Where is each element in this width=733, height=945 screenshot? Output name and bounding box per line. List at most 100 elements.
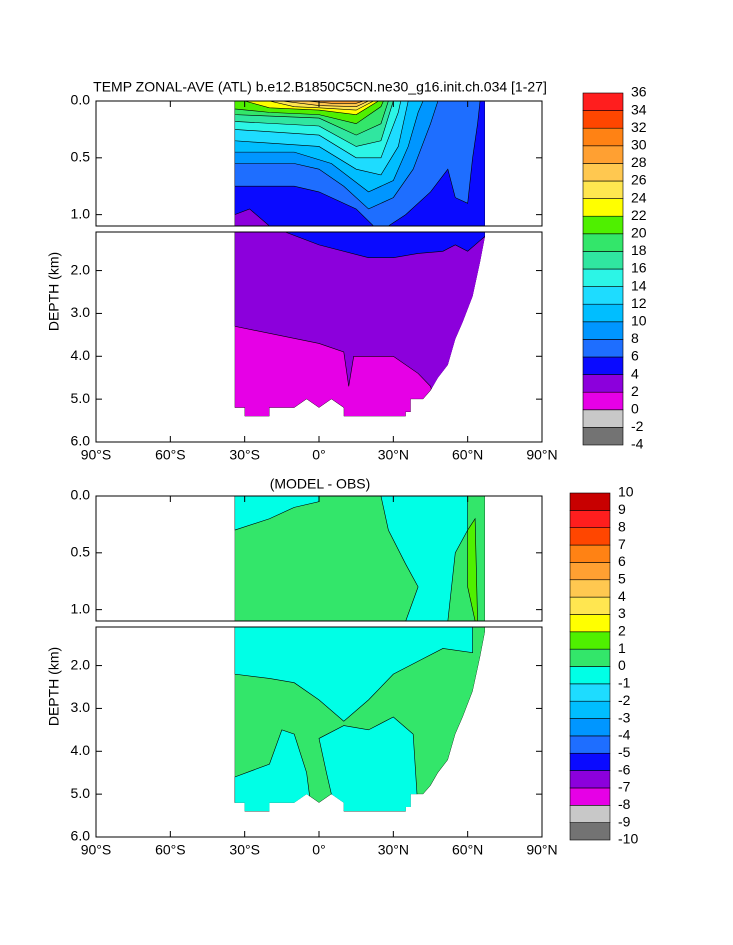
- colorbar-label: -2: [631, 418, 644, 434]
- colorbar-label: 2: [618, 623, 626, 639]
- panel: (MODEL - OBS) DEPTH (km) 0.0 0.5 1.0 2.0 3.0 4.…: [46, 476, 639, 858]
- colorbar-label: -2: [618, 692, 631, 708]
- panel-title: TEMP ZONAL-AVE (ATL) b.e12.B1850C5CN.ne3…: [93, 79, 547, 95]
- colorbar-label: 24: [631, 189, 647, 205]
- colorbar-swatch: [569, 492, 611, 511]
- colorbar-swatch: [569, 735, 611, 754]
- colorbar-label: -7: [618, 779, 631, 795]
- colorbar-label: 3: [618, 605, 626, 621]
- colorbar-swatch: [582, 110, 624, 129]
- colorbar-label: 20: [631, 225, 647, 241]
- colorbar-label: 36: [631, 84, 647, 100]
- colorbar-label: 18: [631, 242, 647, 258]
- y-tick-label: 5.0: [71, 390, 91, 406]
- colorbar-label: -1: [618, 675, 631, 691]
- colorbar-label: 8: [618, 518, 626, 534]
- colorbar-label: 10: [631, 313, 647, 329]
- colorbar-swatch: [569, 666, 611, 685]
- x-tick-label: 30°S: [229, 447, 260, 463]
- y-tick-label: 3.0: [71, 304, 91, 320]
- colorbar-swatch: [582, 198, 624, 217]
- panel-title: (MODEL - OBS): [270, 476, 371, 492]
- colorbar-label: -10: [618, 831, 638, 847]
- colorbar-swatch: [582, 321, 624, 340]
- colorbar-label: 2: [631, 383, 639, 399]
- colorbar-label: 10: [618, 484, 634, 500]
- colorbar-label: 16: [631, 260, 647, 276]
- panel: TEMP ZONAL-AVE (ATL) b.e12.B1850C5CN.ne3…: [46, 79, 647, 463]
- colorbar-swatch: [582, 409, 624, 428]
- y-tick-label: 1.0: [71, 205, 91, 221]
- colorbar-swatch: [582, 233, 624, 252]
- y-axis-label: DEPTH (km): [46, 252, 62, 331]
- colorbar-label: -4: [618, 727, 631, 743]
- colorbar-swatch: [582, 145, 624, 164]
- y-tick-label: 5.0: [71, 785, 91, 801]
- colorbar-swatch: [569, 596, 611, 615]
- colorbar-label: 0: [631, 401, 639, 417]
- colorbar-swatch: [582, 251, 624, 270]
- y-tick-label: 2.0: [71, 656, 91, 672]
- y-tick-label: 0.5: [71, 149, 91, 165]
- colorbar-label: -8: [618, 796, 631, 812]
- colorbar-swatch: [569, 700, 611, 719]
- colorbar-label: 5: [618, 570, 626, 586]
- contour-region: [318, 716, 419, 812]
- colorbar-swatch: [569, 804, 611, 823]
- contour-field: [234, 101, 486, 417]
- colorbar-swatch: [569, 770, 611, 789]
- colorbar-swatch: [569, 683, 611, 702]
- colorbar-label: 7: [618, 536, 626, 552]
- y-tick-label: 6.0: [71, 828, 91, 844]
- y-tick-label: 3.0: [71, 699, 91, 715]
- colorbar-label: 22: [631, 207, 647, 223]
- colorbar-swatch: [582, 391, 624, 411]
- colorbar-swatch: [569, 562, 611, 581]
- x-tick-label: 60°N: [452, 447, 483, 463]
- colorbar-label: 4: [631, 365, 639, 381]
- x-tick-label: 90°N: [526, 447, 557, 463]
- colorbar-label: 6: [618, 553, 626, 569]
- colorbar-label: 34: [631, 101, 647, 117]
- colorbar-label: -5: [618, 744, 631, 760]
- x-tick-label: 30°N: [378, 447, 409, 463]
- x-tick-label: 60°S: [155, 447, 186, 463]
- colorbar-swatch: [569, 579, 611, 598]
- colorbar-label: -3: [618, 709, 631, 725]
- y-tick-label: 4.0: [71, 742, 91, 758]
- colorbar-label: -9: [618, 813, 631, 829]
- colorbar-swatch: [569, 718, 611, 737]
- colorbar-swatch: [582, 180, 624, 199]
- colorbar-swatch: [569, 648, 611, 667]
- colorbar-swatch: [582, 92, 624, 111]
- colorbar-swatch: [582, 286, 624, 305]
- x-tick-label: 0°: [312, 842, 325, 858]
- y-tick-label: 0.0: [71, 487, 91, 503]
- colorbar-label: -4: [631, 436, 644, 452]
- colorbar-label: 12: [631, 295, 647, 311]
- y-axis-label: DEPTH (km): [46, 647, 62, 726]
- contour-region: [234, 496, 320, 531]
- colorbar-label: 14: [631, 277, 647, 293]
- colorbar-label: 4: [618, 588, 626, 604]
- colorbar-label: 9: [618, 501, 626, 517]
- x-tick-label: 30°N: [378, 842, 409, 858]
- colorbar-label: 28: [631, 154, 647, 170]
- contour-region: [234, 620, 473, 722]
- contour-fill: [234, 101, 486, 417]
- colorbar-swatch: [582, 427, 624, 446]
- colorbar-label: 1: [618, 640, 626, 656]
- colorbar-swatch: [569, 527, 611, 546]
- colorbar-swatch: [569, 822, 611, 841]
- x-tick-label: 90°S: [81, 842, 112, 858]
- contour-region: [234, 729, 312, 812]
- colorbar-swatch: [582, 268, 624, 287]
- colorbar-label: 32: [631, 119, 647, 135]
- contour-fill: [234, 496, 486, 812]
- colorbar-label: 26: [631, 172, 647, 188]
- contour-field: [234, 496, 486, 812]
- y-tick-label: 1.0: [71, 600, 91, 616]
- colorbar-swatch: [582, 127, 624, 147]
- colorbar-swatch: [582, 339, 624, 358]
